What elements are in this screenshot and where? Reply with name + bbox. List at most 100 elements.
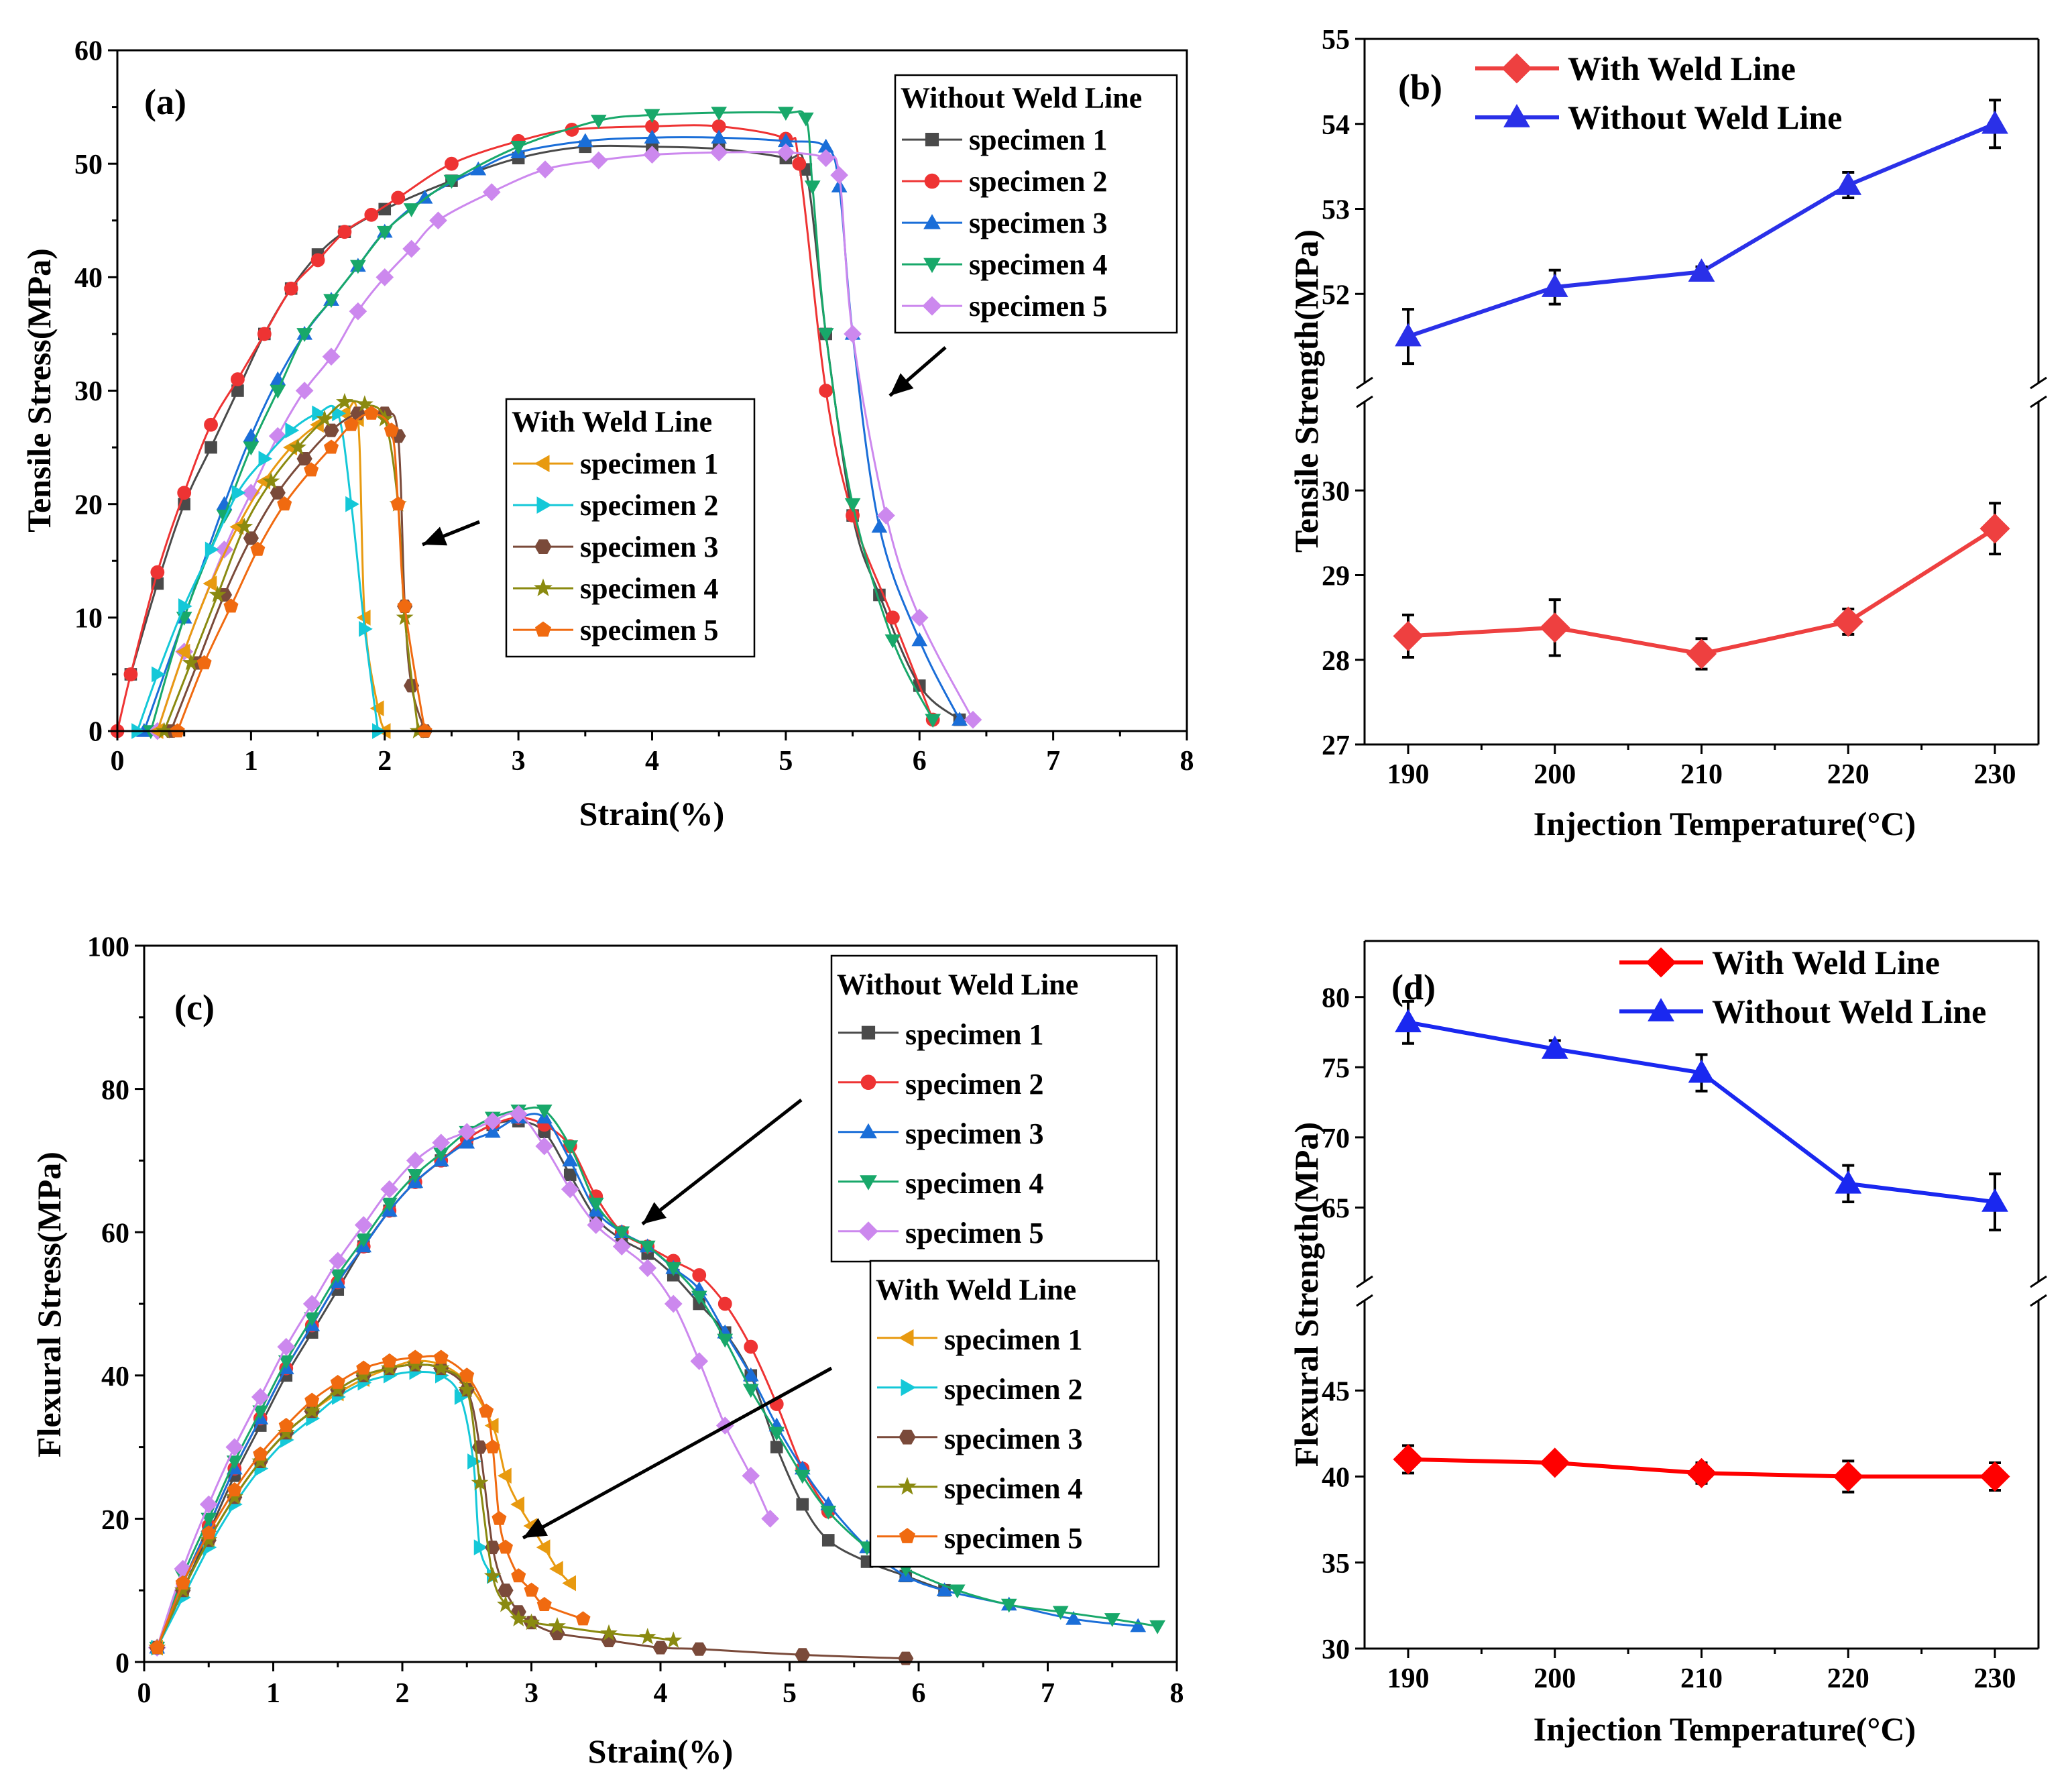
data-point [227,1482,242,1497]
data-point [416,189,433,204]
y-tick-label: 75 [1322,1053,1350,1084]
data-point [643,146,661,164]
axis-break-mark [2030,395,2047,408]
data-point [535,1137,554,1156]
data-point [562,1575,576,1592]
data-point [482,183,501,201]
x-tick-label: 190 [1387,759,1430,790]
y-tick-label: 0 [89,717,103,748]
data-point [744,1339,758,1354]
y-tick-label: 45 [1322,1376,1350,1407]
x-tick-label: 5 [783,1678,797,1709]
data-point [330,1374,345,1389]
data-point [310,417,324,433]
data-point [225,1438,244,1456]
data-point [391,190,406,205]
legend-with-entry: specimen 5 [513,614,719,647]
legend-without-entry: specimen 1 [902,123,1108,156]
legend-with-entry: specimen 3 [513,531,719,563]
legend-label: specimen 3 [905,1117,1044,1150]
series-with-weld-line [1393,502,2010,671]
data-point [819,384,833,398]
legend-with-box [869,1260,1160,1568]
legend-without-title: Without Weld Line [837,968,1078,1001]
data-point [644,109,660,123]
panel-label: (d) [1391,967,1436,1007]
legend-label: specimen 2 [944,1373,1083,1406]
data-point [522,1613,540,1630]
data-point [1130,1618,1147,1632]
legend-without-entry: specimen 3 [838,1117,1044,1150]
data-point [770,1441,783,1453]
x-tick-label: 7 [1041,1678,1055,1709]
series-line [1407,526,1996,656]
x-tick-label: 3 [512,746,526,777]
panel-label: (b) [1398,67,1442,107]
data-point [817,328,834,342]
x-tick-label: 230 [1974,1663,2016,1694]
data-point [329,1252,347,1270]
data-point [742,1466,760,1485]
x-tick-label: 2 [396,1678,410,1709]
legend-with-entry: specimen 4 [513,572,719,605]
arrow-c-with [522,1366,833,1540]
data-point [277,1423,295,1441]
data-point [831,178,848,192]
axis-break-mark [1356,1275,1373,1288]
series-line [1407,121,1996,339]
legend-marker [899,1528,916,1543]
data-point [285,422,300,439]
data-point [510,141,526,155]
legend-marker [924,173,940,189]
series-without-1 [150,1115,951,1654]
y-axis-title: Tensile Strength(MPa) [1287,229,1325,553]
data-point [587,1197,604,1212]
y-tick-label: 20 [74,490,103,520]
data-point [150,565,165,579]
legend-label: specimen 3 [969,207,1108,239]
series-without-5 [148,1105,779,1657]
legend-entry: With Weld Line [1475,50,1796,87]
data-point [336,392,353,410]
data-point [612,1237,631,1256]
data-point [209,586,227,602]
data-point [830,166,848,184]
data-point [258,451,273,467]
panel-label: (c) [174,987,215,1028]
data-point [432,1359,450,1376]
data-point [709,143,728,162]
legend-with-entry: specimen 4 [877,1472,1083,1505]
series-with-5 [150,1349,591,1655]
legend-without-entry: specimen 5 [838,1217,1044,1250]
panel-b: 190 200 210 220 230 52 53 54 55 27 28 29 30 Injection… [1287,25,2047,842]
legend-without-box [830,954,1158,1263]
y-axis-title: Flexural Stress(MPa) [30,1152,68,1457]
data-point [380,1359,398,1376]
x-tick-label: 210 [1680,759,1723,790]
x-tick-label: 6 [913,746,927,777]
data-point [231,484,246,501]
data-point [820,1505,837,1520]
data-point [665,1631,683,1648]
data-point [459,1368,475,1382]
data-point [376,225,393,240]
legend-marker [922,296,942,316]
data-point [1395,323,1422,347]
axis-break-mark [2030,376,2047,390]
legend-label: Without Weld Line [1712,993,1986,1030]
legend-marker [1501,53,1532,84]
data-point [742,1367,759,1382]
legend-without-entry: specimen 2 [838,1068,1044,1101]
data-point [1052,1606,1069,1620]
y-tick-label: 65 [1322,1193,1350,1224]
data-point [1833,1461,1863,1492]
data-point [498,1539,514,1554]
data-point [178,598,192,614]
y-tick-label: 35 [1322,1549,1350,1579]
data-point [871,518,888,533]
y-tick-label: 10 [74,604,103,634]
legend-marker [860,1074,876,1090]
legend-marker [923,214,941,229]
data-point [1066,1610,1082,1625]
